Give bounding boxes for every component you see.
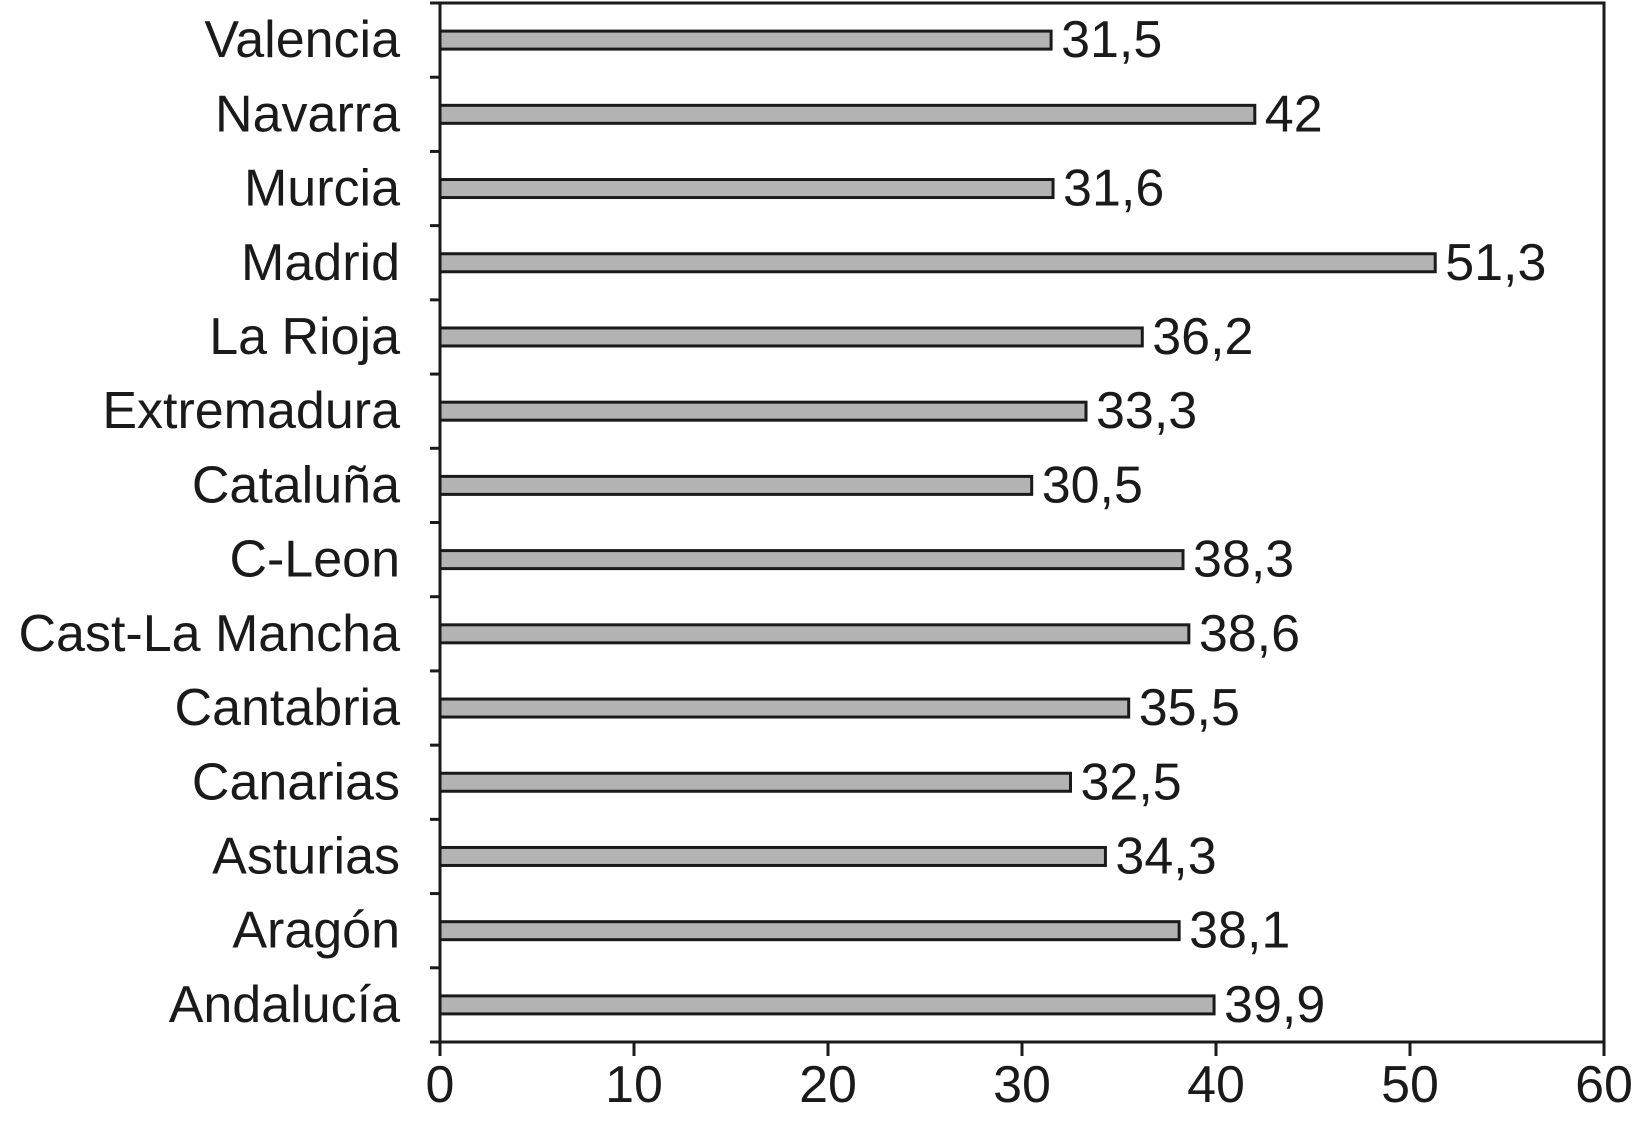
bar-8 <box>438 623 1191 645</box>
category-labels: Valencia Navarra Murcia Madrid La Rioja Extre… <box>18 11 400 1034</box>
bar-11 <box>438 845 1107 867</box>
data-label: 38,6 <box>1199 605 1300 663</box>
data-label: 31,5 <box>1061 11 1162 69</box>
category-label: Aragón <box>232 902 400 960</box>
bar-2 <box>438 178 1055 200</box>
category-label: Cast-La Mancha <box>18 605 400 663</box>
bar-0 <box>438 29 1053 51</box>
bar-7 <box>438 549 1185 571</box>
x-axis-ticks: 0 10 20 30 40 50 60 <box>426 1042 1633 1114</box>
x-tick-label: 50 <box>1381 1056 1439 1114</box>
category-label: Asturias <box>212 827 400 885</box>
data-label: 38,3 <box>1193 531 1294 589</box>
data-label: 35,5 <box>1139 679 1240 737</box>
category-label: Murcia <box>244 160 400 218</box>
category-label: Cataluña <box>192 456 400 514</box>
category-label: Valencia <box>204 11 400 69</box>
bar-10 <box>438 771 1072 793</box>
data-label: 51,3 <box>1445 234 1546 292</box>
data-label: 36,2 <box>1152 308 1253 366</box>
category-label: Navarra <box>215 85 400 143</box>
x-tick-label: 10 <box>605 1056 663 1114</box>
category-label: Canarias <box>192 753 400 811</box>
category-label: Cantabria <box>175 679 401 737</box>
x-tick-label: 60 <box>1575 1056 1633 1114</box>
value-labels: 31,5 42 31,6 51,3 36,2 33,3 30,5 38,3 38,6 35,5 32… <box>1042 11 1547 1034</box>
x-tick-label: 20 <box>799 1056 857 1114</box>
bar-1 <box>438 103 1257 125</box>
category-label: Andalucía <box>169 976 400 1034</box>
category-label: La Rioja <box>209 308 400 366</box>
data-label: 30,5 <box>1042 456 1143 514</box>
data-label: 34,3 <box>1115 827 1216 885</box>
bar-9 <box>438 697 1131 719</box>
bar-4 <box>438 326 1144 348</box>
x-tick-label: 40 <box>1187 1056 1245 1114</box>
bars <box>438 29 1437 1016</box>
category-label: Extremadura <box>102 382 400 440</box>
category-label: Madrid <box>241 234 400 292</box>
data-label: 38,1 <box>1189 902 1290 960</box>
category-label: C-Leon <box>229 531 400 589</box>
data-label: 31,6 <box>1063 160 1164 218</box>
data-label: 39,9 <box>1224 976 1325 1034</box>
x-tick-label: 0 <box>426 1056 455 1114</box>
bar-12 <box>438 920 1181 942</box>
bar-3 <box>438 252 1437 274</box>
bar-13 <box>438 994 1216 1016</box>
x-tick-label: 30 <box>993 1056 1051 1114</box>
plot-border <box>438 1 1606 1044</box>
bar-5 <box>438 400 1088 422</box>
data-label: 32,5 <box>1081 753 1182 811</box>
data-label: 42 <box>1265 85 1323 143</box>
data-label: 33,3 <box>1096 382 1197 440</box>
bar-6 <box>438 474 1034 496</box>
plot-frame <box>430 1 1606 1044</box>
